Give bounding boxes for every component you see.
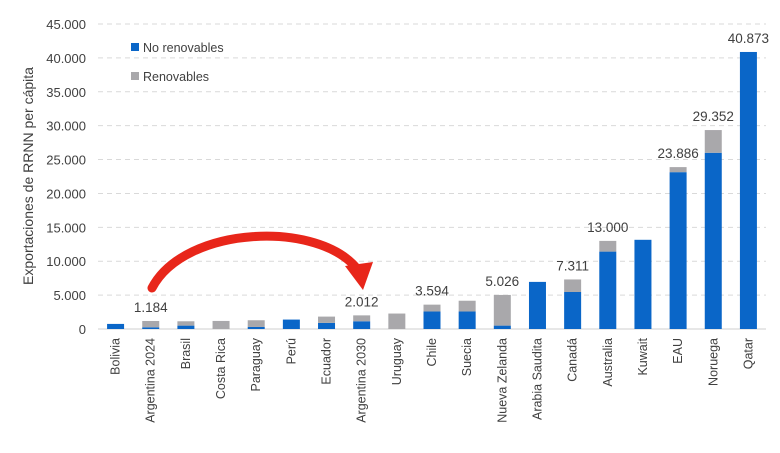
y-tick-label: 45.000 [46, 17, 86, 32]
x-tick-label: Argentina 2024 [144, 338, 158, 423]
bar-segment-renovables [318, 316, 336, 323]
bar-segment-no-renovables [528, 281, 546, 329]
bar-segment-no-renovables [458, 311, 476, 329]
bar-segment-renovables [353, 315, 371, 322]
bar-segment-no-renovables [353, 321, 371, 329]
y-tick-label: 35.000 [46, 85, 86, 100]
bar-segment-no-renovables [282, 319, 300, 329]
bar-segment-renovables [564, 279, 582, 292]
arrow-shaft [147, 231, 363, 293]
legend-swatch-renovables [131, 72, 139, 80]
data-label: 5.026 [485, 274, 519, 289]
bar-segment-renovables [599, 240, 617, 252]
y-tick-label: 10.000 [46, 254, 86, 269]
legend-label-renovables: Renovables [143, 70, 209, 84]
x-tick-label: Paraguay [249, 337, 263, 391]
y-tick-label: 40.000 [46, 51, 86, 66]
data-label: 7.311 [556, 258, 589, 273]
bar-segment-renovables [423, 304, 441, 312]
x-tick-label: Perú [284, 338, 298, 364]
bar-segment-no-renovables [564, 291, 582, 329]
bar-segment-no-renovables [423, 311, 441, 329]
bar-segment-no-renovables [318, 322, 336, 329]
data-label: 23.886 [657, 146, 698, 161]
legend-swatch-no-renovables [131, 43, 139, 51]
x-tick-label: Canadá [566, 338, 580, 382]
y-tick-label: 5.000 [53, 288, 86, 303]
x-tick-label: Noruega [706, 338, 720, 386]
x-tick-label: Ecuador [320, 338, 334, 385]
bar-segment-no-renovables [247, 326, 265, 329]
x-tick-label: Uruguay [390, 337, 404, 385]
bar-segment-no-renovables [107, 323, 125, 329]
x-tick-label: Suecia [460, 338, 474, 376]
x-tick-label: Argentina 2030 [355, 338, 369, 423]
y-axis-ticks: 0 5.000 10.000 15.000 20.000 25.000 30.000 35.0… [46, 17, 86, 337]
data-label: 2.012 [345, 294, 379, 309]
y-tick-label: 20.000 [46, 186, 86, 201]
bar-segment-no-renovables [493, 325, 511, 329]
y-tick-label: 15.000 [46, 220, 86, 235]
bar-segment-no-renovables [634, 239, 652, 329]
bar-segment-renovables [493, 294, 511, 326]
y-tick-label: 25.000 [46, 153, 86, 168]
x-tick-label: Kuwait [636, 337, 650, 375]
data-label: 29.352 [693, 109, 734, 124]
x-tick-label: Nueva Zelanda [495, 338, 509, 423]
bar-segment-renovables [458, 300, 476, 312]
bars [107, 51, 757, 329]
x-tick-label: Costa Rica [214, 338, 228, 399]
bar-segment-no-renovables [669, 172, 687, 329]
y-axis-title: Exportaciones de RRNN per cápita [20, 67, 36, 285]
data-label: 1.184 [134, 300, 168, 315]
legend-label-no-renovables: No renovables [143, 41, 224, 55]
bar-segment-no-renovables [142, 327, 160, 329]
bar-segment-renovables [704, 130, 722, 153]
x-tick-label: Brasil [179, 338, 193, 369]
curved-arrow-annotation [147, 231, 373, 293]
bar-segment-renovables [177, 321, 195, 326]
data-labels: 1.184 2.012 3.594 5.026 7.311 13.000 23.886 29.… [134, 31, 769, 315]
y-tick-label: 30.000 [46, 119, 86, 134]
bar-segment-renovables [212, 320, 230, 329]
legend: No renovables Renovables [131, 41, 224, 84]
x-tick-label: Australia [601, 338, 615, 387]
data-label: 13.000 [587, 220, 628, 235]
x-tick-label: Qatar [741, 338, 755, 369]
bar-segment-no-renovables [739, 51, 757, 329]
gridlines [98, 23, 766, 330]
bar-segment-renovables [388, 313, 406, 329]
x-tick-label: Bolivia [109, 338, 123, 375]
data-label: 3.594 [415, 284, 449, 299]
x-axis-labels: Bolivia Argentina 2024 Brasil Costa Rica Par… [109, 337, 756, 423]
bar-segment-renovables [669, 167, 687, 173]
bar-segment-no-renovables [599, 251, 617, 329]
x-tick-label: Arabia Saudita [530, 338, 544, 420]
x-tick-label: Chile [425, 338, 439, 367]
data-label: 40.873 [728, 31, 769, 46]
y-tick-label: 0 [79, 322, 86, 337]
x-tick-label: EAU [671, 338, 685, 364]
bar-segment-no-renovables [704, 152, 722, 329]
bar-segment-renovables [247, 320, 265, 327]
bar-segment-no-renovables [177, 325, 195, 329]
bar-segment-renovables [142, 320, 160, 328]
arrow-head [345, 262, 373, 290]
